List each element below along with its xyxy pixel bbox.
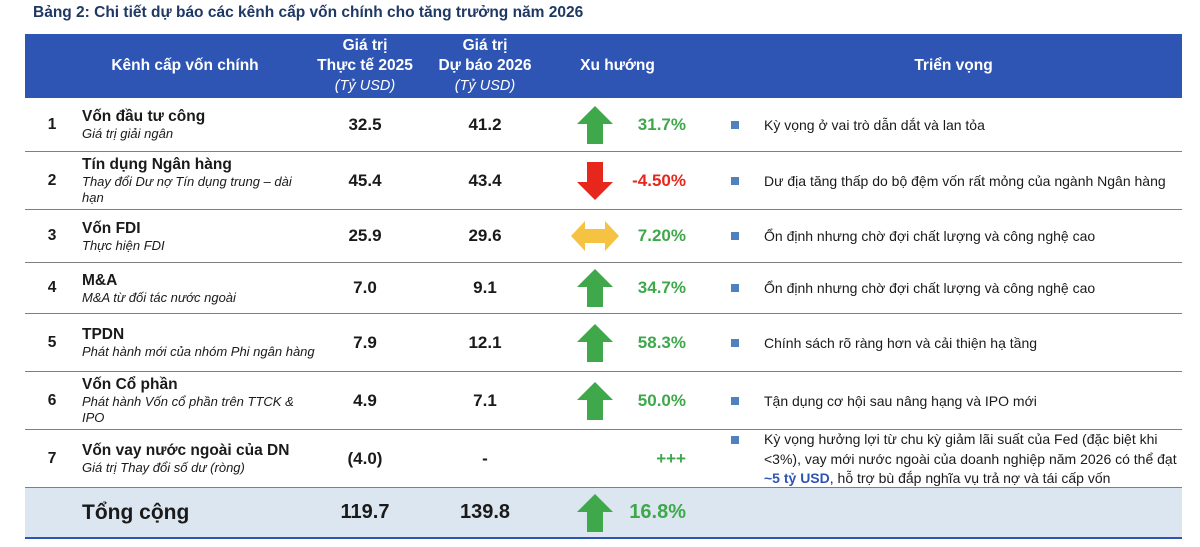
row-channel-sub: Thực hiện FDI [82,237,165,253]
table-row: 3 Vốn FDI Thực hiện FDI 25.9 29.6 7.20% … [25,210,1182,263]
arrow-up-icon [570,98,620,151]
row-forecast: 43.4 [468,170,502,190]
row-forecast: 12.1 [468,332,502,352]
total-forecast: 139.8 [459,501,511,523]
header-trend: Xu hướng [580,57,655,74]
row-outlook: Ổn định nhưng chờ đợi chất lượng và công… [764,280,1096,296]
bullet-icon [725,210,745,262]
row-forecast: 7.1 [473,390,497,410]
table-row: 1 Vốn đầu tư công Giá trị giải ngân 32.5… [25,98,1182,152]
row-outlook-highlight: ~5 tỷ USD [764,470,830,486]
header-forecast: Giá trị Dự báo 2026 (Tỷ USD) [425,34,545,98]
row-channel-name: M&A [82,271,118,289]
total-actual: 119.7 [340,501,390,523]
row-channel-name: Vốn đầu tư công [82,108,206,125]
row-forecast: 41.2 [468,114,502,134]
row-channel-sub: M&A từ đối tác nước ngoài [82,289,236,305]
table-row: 6 Vốn Cổ phần Phát hành Vốn cổ phần trên… [25,372,1182,430]
arrow-up-icon [570,488,620,537]
arrow-left-right-icon [570,210,620,262]
row-forecast: 9.1 [473,278,497,297]
table-row: 5 TPDN Phát hành mới của nhóm Phi ngân h… [25,314,1182,372]
row-actual: 32.5 [348,114,382,134]
arrow-up-icon [570,263,620,313]
row-outlook: Kỳ vọng hưởng lợi từ chu kỳ giảm lãi suấ… [764,430,1182,487]
row-outlook: Tận dụng cơ hội sau nâng hạng và IPO mới [764,392,1037,409]
row-channel-sub: Giá trị Thay đổi số dư (ròng) [82,460,245,475]
arrow-up-icon [570,314,620,371]
row-outlook: Ổn định nhưng chờ đợi chất lượng và công… [764,228,1096,244]
table-row: 7 Vốn vay nước ngoài của DN Giá trị Thay… [25,430,1182,488]
table-header: Kênh cấp vốn chính Giá trị Thực tế 2025 … [25,34,1182,98]
row-index: 1 [47,115,57,133]
header-actual-unit: (Tỷ USD) [334,78,396,94]
total-label-cell: Tổng cộng [82,488,317,537]
row-index: 6 [47,391,57,409]
row-pct: 34.7% [637,278,686,297]
row-channel-name: Vốn FDI [82,219,141,237]
row-pct: -4.50% [632,170,686,190]
row-outlook-part1: Kỳ vọng hưởng lợi từ chu kỳ giảm lãi suấ… [764,431,1177,467]
row-pct: 31.7% [637,114,686,134]
row-channel-name: Vốn vay nước ngoài của DN [82,442,290,459]
row-actual: 45.4 [348,170,382,190]
row-outlook-part2: , hỗ trợ bù đắp nghĩa vụ trả nợ và tái c… [829,470,1111,486]
header-actual-line2: Thực tế 2025 [317,57,413,74]
header-forecast-line2: Dự báo 2026 [438,57,532,74]
row-index: 7 [47,449,57,467]
bullet-icon [725,263,745,313]
row-channel: Vốn Cổ phần Phát hành Vốn cổ phần trên T… [82,372,317,429]
row-actual: 25.9 [348,226,382,245]
row-channel: Tín dụng Ngân hàng Thay đổi Dư nợ Tín dụ… [82,152,317,209]
row-channel-sub: Giá trị giải ngân [82,126,174,141]
row-channel: TPDN Phát hành mới của nhóm Phi ngân hàn… [82,314,317,371]
header-outlook: Triển vọng [914,57,993,74]
row-channel-sub: Thay đổi Dư nợ Tín dụng trung – dài hạn [82,174,292,205]
row-channel-name: TPDN [82,326,125,343]
row-channel-name: Tín dụng Ngân hàng [82,156,232,173]
header-forecast-unit: (Tỷ USD) [454,78,516,94]
table-row: 2 Tín dụng Ngân hàng Thay đổi Dư nợ Tín … [25,152,1182,210]
row-actual: 7.9 [353,332,377,352]
header-actual: Giá trị Thực tế 2025 (Tỷ USD) [305,34,425,98]
arrow-down-icon [570,152,620,209]
row-pct: +++ [656,448,686,468]
table-title: Bảng 2: Chi tiết dự báo các kênh cấp vốn… [33,4,584,21]
row-channel-sub: Phát hành Vốn cổ phần trên TTCK & IPO [82,394,294,425]
row-actual: 7.0 [353,278,377,297]
bullet-icon [725,430,745,487]
row-channel: Vốn FDI Thực hiện FDI [82,210,317,262]
row-forecast: 29.6 [468,226,502,245]
row-channel-name: Vốn Cổ phần [82,376,178,393]
row-pct: 7.20% [637,226,686,245]
row-forecast: - [482,448,488,468]
row-outlook: Chính sách rõ ràng hơn và cải thiện hạ t… [764,334,1038,351]
row-channel-sub: Phát hành mới của nhóm Phi ngân hàng [82,344,315,359]
row-index: 5 [47,333,57,351]
bullet-icon [725,314,745,371]
total-pct: 16.8% [629,501,686,523]
row-channel: M&A M&A từ đối tác nước ngoài [82,263,317,313]
bullet-icon [725,152,745,209]
total-label: Tổng cộng [82,501,190,524]
bullet-icon [725,98,745,151]
header-actual-line1: Giá trị [342,37,388,54]
row-pct: 50.0% [637,390,686,410]
total-row: Tổng cộng 119.7 139.8 16.8% [25,488,1182,539]
row-outlook: Dư địa tăng thấp do bộ đệm vốn rất mỏng … [764,172,1166,189]
arrow-up-icon [570,372,620,429]
row-outlook: Kỳ vọng ở vai trò dẫn dắt và lan tỏa [764,116,985,133]
table-row: 4 M&A M&A từ đối tác nước ngoài 7.0 9.1 … [25,263,1182,314]
row-actual: 4.9 [353,390,377,410]
row-channel: Vốn vay nước ngoài của DN Giá trị Thay đ… [82,430,317,487]
header-forecast-line1: Giá trị [462,37,508,54]
row-channel: Vốn đầu tư công Giá trị giải ngân [82,98,317,151]
bullet-icon [725,372,745,429]
row-index: 2 [47,171,57,189]
row-index: 4 [47,279,57,296]
header-channel: Kênh cấp vốn chính [111,57,259,74]
row-actual: (4.0) [347,448,383,468]
row-pct: 58.3% [637,332,686,352]
row-index: 3 [47,227,57,244]
